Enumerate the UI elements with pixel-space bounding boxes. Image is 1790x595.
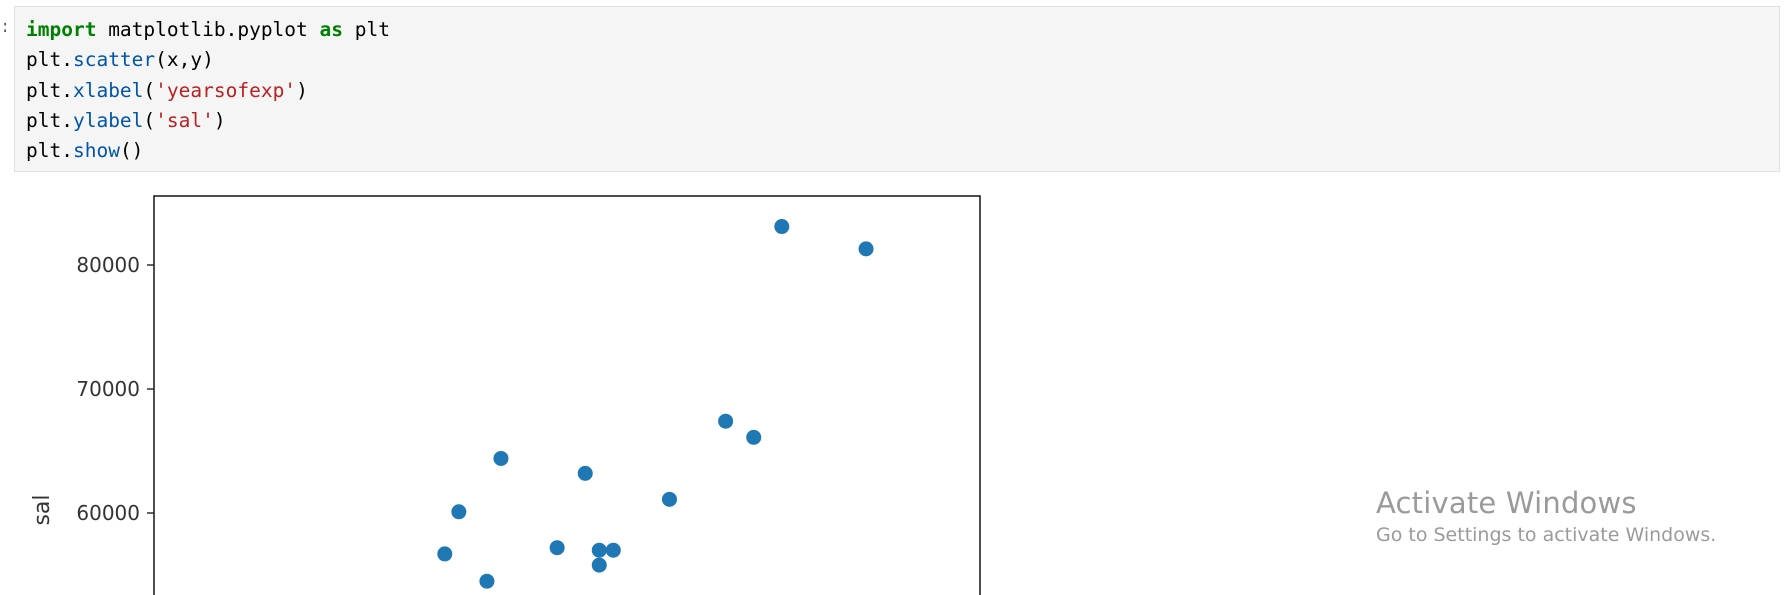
code-token: ) bbox=[213, 108, 226, 132]
scatter-point bbox=[661, 491, 677, 507]
code-token: ( bbox=[143, 108, 156, 132]
scatter-point bbox=[451, 504, 467, 520]
scatter-point bbox=[858, 241, 874, 257]
scatter-point bbox=[746, 429, 762, 445]
code-token: 'yearsofexp' bbox=[155, 78, 297, 102]
code-token: plt bbox=[343, 18, 390, 41]
code-token: (x,y) bbox=[155, 48, 214, 72]
code-token: ( bbox=[143, 78, 156, 102]
code-token: ) bbox=[296, 78, 308, 102]
code-token: plt. bbox=[26, 78, 73, 102]
code-token: xlabel bbox=[72, 78, 144, 102]
cell-prompt-marker: : bbox=[0, 17, 6, 37]
code-token: plt. bbox=[26, 108, 73, 132]
code-line: plt.show() bbox=[26, 136, 1768, 166]
y-axis-ticks: 60000 70000 80000 bbox=[76, 253, 154, 525]
code-token: import bbox=[26, 18, 97, 41]
scatter-point bbox=[549, 540, 565, 556]
code-token: plt. bbox=[26, 139, 73, 163]
code-token: matplotlib.pyplot bbox=[96, 18, 320, 41]
watermark-subtitle: Go to Settings to activate Windows. bbox=[1376, 524, 1717, 546]
code-line: plt.ylabel('sal') bbox=[26, 106, 1768, 136]
code-token: as bbox=[319, 18, 343, 41]
code-token: () bbox=[119, 139, 144, 163]
scatter-point bbox=[718, 413, 734, 429]
y-tick-label: 60000 bbox=[76, 501, 140, 525]
watermark-title: Activate Windows bbox=[1376, 486, 1637, 520]
scatter-point bbox=[605, 542, 621, 558]
plot-frame bbox=[153, 195, 981, 595]
code-line: plt.scatter(x,y) bbox=[26, 45, 1768, 75]
y-axis-label: sal bbox=[30, 494, 55, 525]
scatter-point bbox=[591, 542, 607, 558]
y-tick-label: 70000 bbox=[76, 377, 140, 401]
code-line: plt.xlabel('yearsofexp') bbox=[26, 76, 1768, 106]
code-line: import matplotlib.pyplot as plt bbox=[26, 15, 1768, 45]
code-token: 'sal' bbox=[155, 108, 214, 132]
scatter-point bbox=[591, 557, 607, 573]
scatter-points bbox=[437, 219, 874, 589]
activate-windows-watermark: Activate Windows Go to Settings to activ… bbox=[1376, 485, 1716, 549]
scatter-point bbox=[493, 450, 509, 466]
code-token: scatter bbox=[72, 48, 156, 72]
scatter-plot: sal 60000 70000 80000 bbox=[0, 180, 1000, 595]
y-tick-label: 80000 bbox=[76, 253, 140, 277]
code-token: ylabel bbox=[72, 108, 144, 132]
code-token: plt. bbox=[26, 48, 73, 72]
code-cell[interactable]: import matplotlib.pyplot as plt plt.scatt… bbox=[14, 6, 1780, 172]
scatter-point bbox=[437, 546, 453, 562]
scatter-point bbox=[577, 465, 593, 481]
code-token: show bbox=[72, 139, 120, 163]
scatter-point bbox=[479, 573, 495, 589]
scatter-point bbox=[774, 219, 790, 235]
scatter-chart-svg: sal 60000 70000 80000 bbox=[30, 195, 981, 595]
